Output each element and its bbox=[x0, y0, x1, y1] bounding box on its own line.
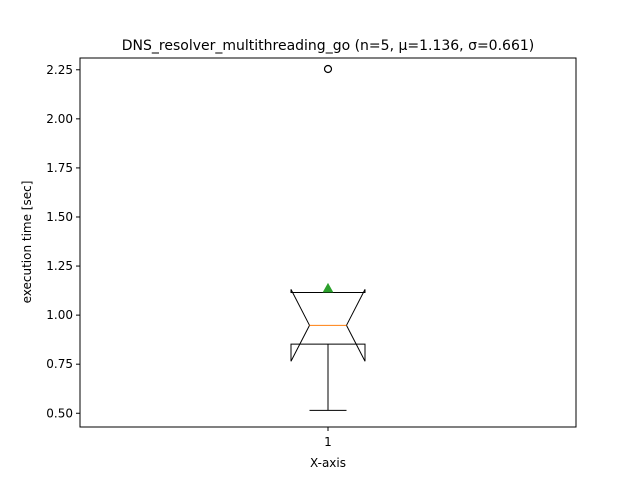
y-tick-label: 2.25 bbox=[46, 63, 73, 77]
y-tick-label: 0.75 bbox=[46, 357, 73, 371]
chart-title: DNS_resolver_multithreading_go (n=5, μ=1… bbox=[122, 38, 534, 54]
y-tick-label: 1.75 bbox=[46, 161, 73, 175]
y-tick-label: 1.00 bbox=[46, 308, 73, 322]
x-tick-label: 1 bbox=[324, 435, 332, 449]
y-tick-label: 1.25 bbox=[46, 259, 73, 273]
notched-box bbox=[290, 289, 366, 362]
y-axis-label: execution time [sec] bbox=[20, 181, 34, 304]
outlier-point bbox=[323, 64, 333, 74]
y-tick-label: 1.50 bbox=[46, 210, 73, 224]
y-tick-label: 2.00 bbox=[46, 112, 73, 126]
x-axis: 1 bbox=[324, 427, 332, 449]
mean-marker bbox=[322, 282, 334, 293]
y-tick-label: 0.50 bbox=[46, 406, 73, 420]
box-plot-marks bbox=[290, 64, 366, 411]
y-axis: 0.50 0.75 1.00 1.25 1.50 1.75 2.00 2.25 bbox=[46, 63, 80, 420]
x-axis-label: X-axis bbox=[310, 456, 346, 470]
